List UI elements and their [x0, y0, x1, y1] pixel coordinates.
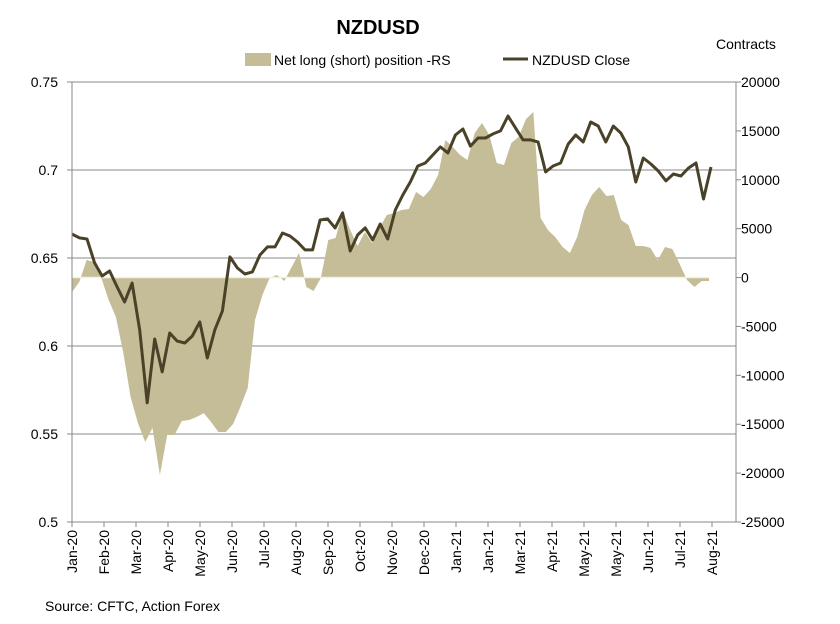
x-tick-label: Jun-20 — [224, 530, 240, 573]
nzdusd-close-line — [71, 114, 713, 405]
x-tick-label: Nov-20 — [384, 530, 400, 575]
left-tick-label: 0.7 — [39, 162, 59, 178]
right-tick-label: -15000 — [741, 416, 785, 432]
x-tick-label: Jun-21 — [640, 530, 656, 573]
x-tick-label: May-21 — [608, 530, 624, 577]
right-tick-label: -25000 — [741, 514, 785, 530]
net-position-area — [72, 112, 709, 475]
chart-title: NZDUSD — [336, 17, 419, 39]
legend: Net long (short) position -RS NZDUSD Clo… — [245, 52, 630, 68]
x-tick-label: Dec-20 — [416, 530, 432, 575]
x-tick-label: Aug-20 — [288, 530, 304, 575]
x-tick-label: Jul-21 — [672, 530, 688, 568]
x-tick-label: Apr-20 — [160, 530, 176, 572]
right-tick-label: 15000 — [741, 123, 780, 139]
legend-swatch-area — [245, 53, 271, 66]
left-tick-label: 0.6 — [39, 338, 59, 354]
x-tick-label: Aug-21 — [704, 530, 720, 575]
right-tick-label: 20000 — [741, 74, 780, 90]
right-tick-label: -10000 — [741, 367, 785, 383]
right-tick-label: 10000 — [741, 172, 780, 188]
source-note: Source: CFTC, Action Forex — [45, 598, 220, 614]
left-tick-label: 0.55 — [31, 426, 58, 442]
x-tick-label: Jan-21 — [448, 530, 464, 573]
x-tick-label: Apr-21 — [544, 530, 560, 572]
legend-label-position: Net long (short) position -RS — [274, 52, 451, 68]
x-tick-label: Jan-20 — [64, 530, 80, 573]
x-tick-label: May-20 — [192, 530, 208, 577]
right-tick-label: -20000 — [741, 465, 785, 481]
legend-label-close: NZDUSD Close — [532, 52, 630, 68]
right-tick-label: 0 — [741, 270, 749, 286]
x-tick-label: Mar-21 — [512, 530, 528, 575]
left-tick-label: 0.75 — [31, 74, 58, 90]
x-tick-label: Sep-20 — [320, 530, 336, 575]
x-tick-label: Feb-20 — [96, 530, 112, 575]
x-tick-label: May-21 — [576, 530, 592, 577]
right-tick-label: -5000 — [741, 318, 777, 334]
x-tick-label: Jul-20 — [256, 530, 272, 568]
x-tick-label: Jan-21 — [480, 530, 496, 573]
x-tick-label: Mar-20 — [128, 530, 144, 575]
right-axis-title: Contracts — [716, 36, 776, 52]
x-tick-label: Oct-20 — [352, 530, 368, 572]
right-tick-label: 5000 — [741, 221, 772, 237]
left-tick-label: 0.5 — [39, 514, 59, 530]
left-tick-label: 0.65 — [31, 250, 58, 266]
